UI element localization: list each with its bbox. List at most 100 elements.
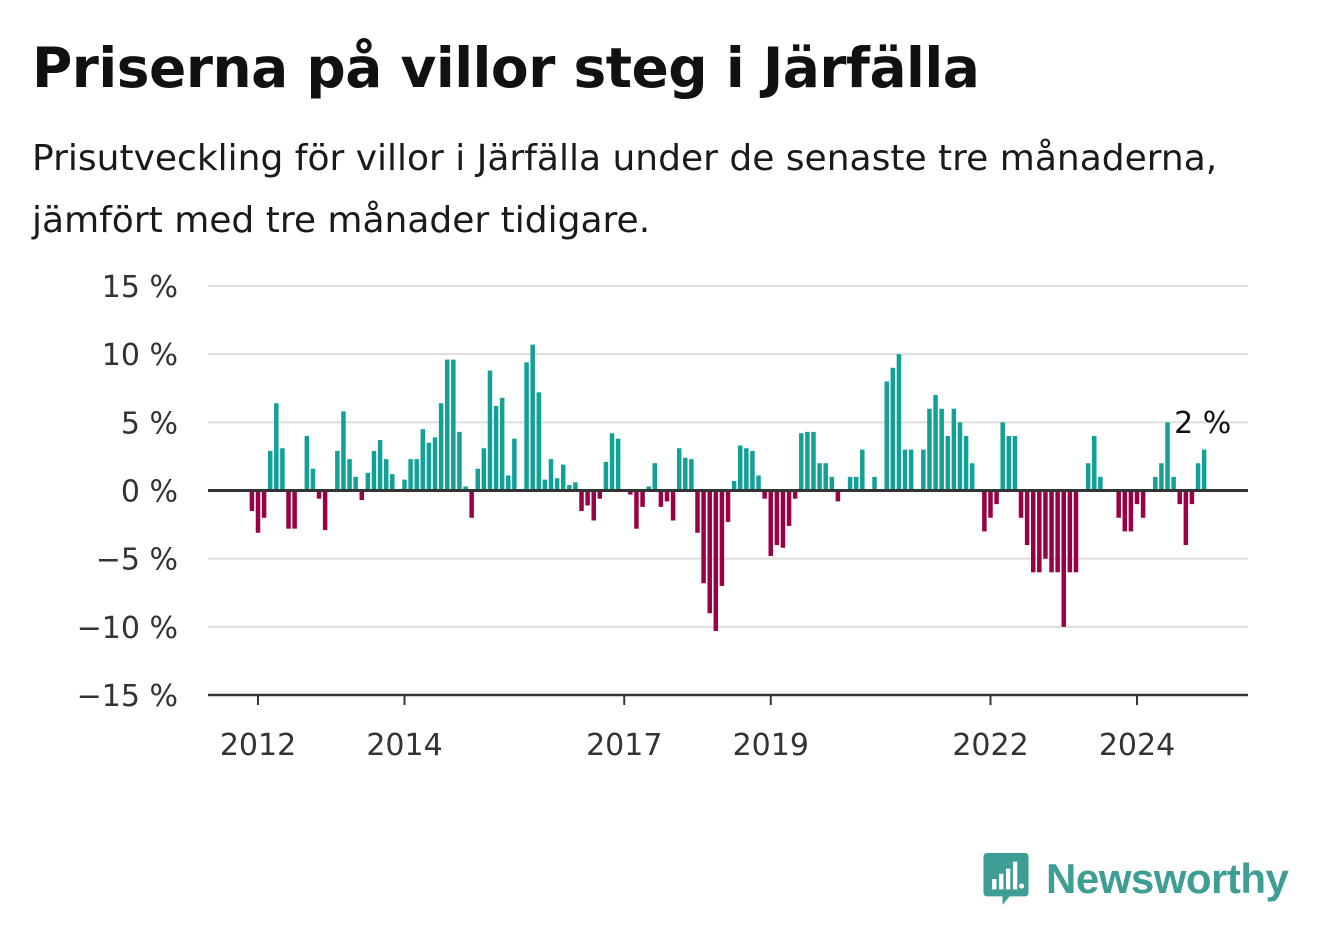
axes (208, 489, 1248, 705)
bar (573, 482, 578, 491)
x-tick-label: 2014 (366, 728, 442, 763)
bar (524, 362, 529, 491)
bar (1183, 490, 1189, 546)
bar (347, 459, 352, 491)
bar (377, 440, 383, 491)
bar (982, 490, 987, 532)
bar (945, 435, 951, 491)
annotation-label: 2 % (1174, 406, 1231, 441)
bar (1061, 490, 1066, 627)
grid-lines (208, 285, 1248, 628)
bar (1092, 435, 1097, 491)
x-axis-labels: 2012 2014 2017 2019 2022 2024 (220, 728, 1175, 763)
bar (1134, 490, 1140, 505)
bar (963, 435, 969, 491)
bar (335, 450, 340, 491)
x-tick-label: 2022 (952, 728, 1028, 763)
bar (713, 490, 719, 631)
bar (707, 490, 712, 614)
bar (371, 450, 377, 491)
bar (1043, 490, 1048, 559)
bar (615, 438, 621, 491)
bar (805, 431, 810, 491)
y-tick-label: 15 % (102, 270, 178, 305)
chart-subtitle: Prisutveckling för villor i Järfälla und… (32, 138, 1218, 241)
bar (1153, 476, 1158, 491)
bar (1055, 490, 1060, 573)
bars (249, 344, 1207, 631)
x-tick-label: 2017 (586, 728, 662, 763)
bar (1128, 490, 1134, 532)
bar (695, 490, 700, 533)
bar (737, 445, 743, 491)
bar (548, 459, 554, 491)
bar (426, 442, 432, 491)
bar (969, 463, 975, 491)
bar (383, 459, 389, 491)
bar (908, 449, 914, 491)
bar (1201, 449, 1207, 491)
bar (676, 448, 682, 491)
bar (811, 431, 816, 491)
annotations: 2 % (1174, 406, 1231, 441)
bar (432, 437, 438, 491)
bar (1171, 476, 1176, 491)
bar (652, 463, 658, 491)
bar (1018, 490, 1024, 518)
bar (1159, 463, 1164, 491)
bar (506, 475, 511, 491)
bar (853, 476, 859, 491)
bar (255, 490, 261, 533)
chart-title: Priserna på villor steg i Järfälla (32, 36, 980, 100)
bar (286, 490, 291, 529)
bar (774, 490, 780, 546)
bar (536, 392, 542, 491)
bar (725, 490, 731, 522)
bar (951, 408, 957, 491)
bar (1177, 490, 1182, 505)
bar (402, 479, 407, 491)
bar (1073, 490, 1079, 573)
bar (640, 490, 645, 507)
bar (463, 486, 468, 491)
bar (780, 490, 786, 548)
bar (1067, 490, 1073, 573)
bar (646, 486, 651, 491)
bar (359, 490, 365, 501)
bar (933, 395, 938, 491)
bar (444, 359, 450, 491)
bar (988, 490, 993, 518)
bar (1116, 490, 1121, 518)
y-tick-label: 5 % (121, 406, 178, 441)
bar (493, 405, 499, 491)
logo-text: Newsworthy (1046, 855, 1289, 902)
bar (597, 490, 603, 499)
bar (457, 431, 462, 491)
bar (274, 403, 279, 491)
bar (530, 344, 535, 491)
bar (658, 490, 664, 507)
bar (683, 457, 688, 491)
y-tick-label: 10 % (102, 338, 178, 373)
bar (1037, 490, 1042, 573)
bar (280, 448, 285, 491)
bar (884, 381, 889, 491)
x-tick-label: 2024 (1099, 728, 1175, 763)
bar (560, 464, 566, 491)
bar (542, 479, 548, 491)
bar (341, 411, 346, 491)
bar (701, 490, 706, 584)
bar-chart-speech-bubble-icon (983, 853, 1029, 905)
bar (267, 450, 273, 491)
bar (1006, 435, 1012, 491)
bar (994, 490, 999, 505)
bar (475, 468, 480, 491)
bar (1122, 490, 1128, 532)
y-tick-label: −15 % (77, 679, 178, 714)
bar (1049, 490, 1054, 573)
bar (554, 478, 560, 491)
bar (670, 490, 676, 521)
bar (322, 490, 328, 531)
bar (499, 397, 505, 491)
